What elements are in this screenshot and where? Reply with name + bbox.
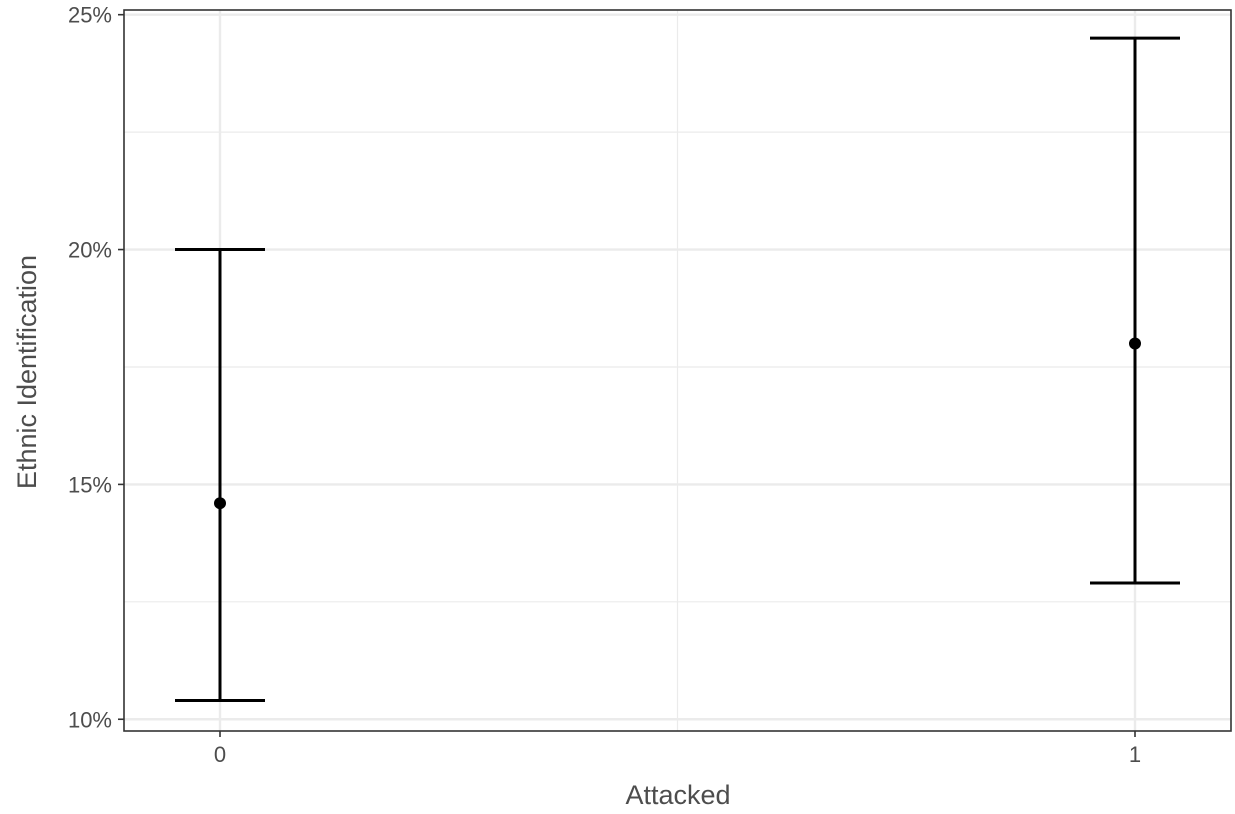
y-tick-label: 15%: [68, 472, 112, 497]
x-tick-label: 0: [214, 742, 226, 767]
data-point: [1129, 337, 1141, 350]
data-point: [214, 497, 226, 510]
x-tick-label: 1: [1129, 742, 1141, 767]
y-tick-label: 20%: [68, 238, 112, 263]
y-tick-label: 10%: [68, 707, 112, 732]
x-axis-title: Attacked: [625, 780, 730, 810]
panel-border: [123, 9, 1232, 732]
gridlines: [124, 10, 1231, 731]
y-tick-label: 25%: [68, 3, 112, 28]
data-marks: [175, 36, 1180, 702]
axes: 10% 15% 20% 25% 0 1: [68, 3, 1141, 767]
y-axis-title: Ethnic Identification: [12, 255, 42, 489]
